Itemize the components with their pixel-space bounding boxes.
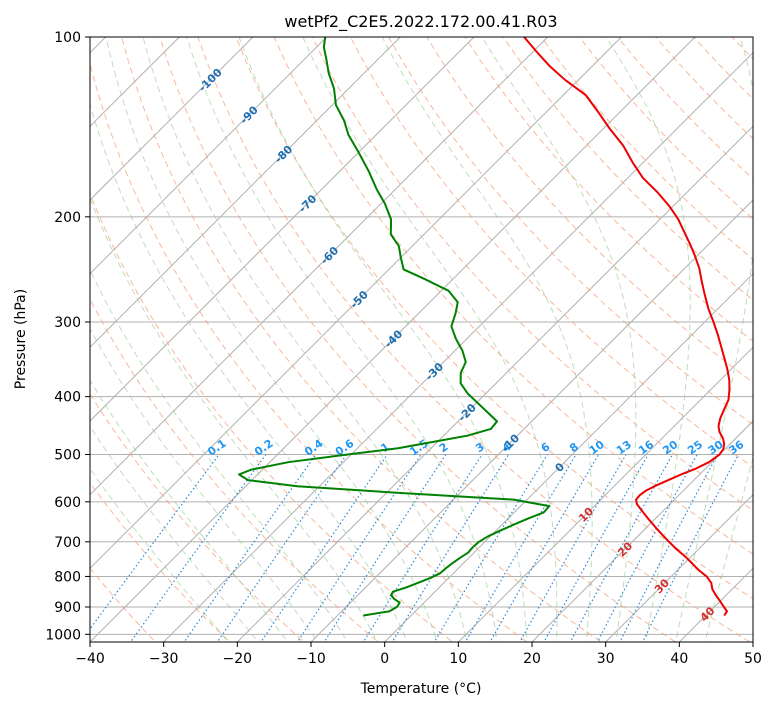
x-tick-label: 20 [523, 651, 541, 667]
x-axis-label: Temperature (°C) [360, 681, 482, 697]
dry-adiabat [197, 37, 751, 642]
moist-adiabat [381, 37, 593, 642]
moist-adiabat [90, 467, 229, 642]
mixing-ratio-line [619, 454, 719, 642]
x-tick-label: 40 [670, 651, 688, 667]
y-tick-label: 200 [54, 210, 81, 226]
dry-adiabat [350, 37, 753, 468]
dewpoint-profile-line [238, 37, 551, 617]
background-lines [90, 37, 753, 642]
dry-adiabat [388, 37, 753, 426]
isotherm-gridline [90, 37, 696, 642]
moist-adiabat [90, 379, 289, 642]
dry-adiabat [90, 297, 380, 642]
moist-adiabat [105, 37, 438, 642]
moist-adiabat [238, 37, 528, 642]
moist-adiabat [142, 37, 468, 642]
moist-adiabat [90, 102, 408, 642]
dry-adiabat [90, 62, 528, 642]
isotherm-gridline [90, 37, 401, 349]
mixing-ratio-line [323, 454, 447, 642]
mixing-ratio-line [596, 454, 698, 642]
chart-title: wetPf2_C2E5.2022.172.00.41.R03 [284, 12, 557, 32]
y-axis-label: Pressure (hPa) [13, 289, 29, 389]
moist-adiabat [186, 37, 498, 642]
temperature-profile-line [523, 37, 731, 617]
moist-adiabat [674, 37, 753, 642]
mixing-ratio-line [391, 454, 510, 642]
isotherm-gridline [90, 37, 475, 422]
moist-adiabat [302, 37, 558, 642]
dry-adiabat [121, 37, 603, 642]
x-axis: −40 −30 −20 −10 0 10 20 30 40 50 [75, 642, 762, 667]
dry-adiabat [90, 192, 454, 642]
dry-adiabat [426, 37, 753, 384]
moist-adiabat [605, 37, 691, 642]
mixing-ratio-line [362, 454, 483, 642]
isotherm-gridline [605, 493, 753, 642]
mixing-ratio-line [464, 454, 577, 642]
isotherm-gridline [310, 199, 753, 642]
isotherm-gridline [90, 37, 254, 201]
dry-adiabat [311, 37, 753, 511]
mixing-ratio-line [90, 454, 220, 630]
isotherm-gridline [163, 51, 753, 642]
x-tick-label: −30 [149, 651, 179, 667]
mixing-ratio-line [569, 454, 673, 642]
moist-adiabat [704, 456, 753, 642]
x-tick-label: −10 [296, 651, 326, 667]
isotherm-gridline [236, 125, 753, 642]
y-tick-label: 800 [54, 569, 81, 585]
y-tick-label: 700 [54, 535, 81, 551]
mixing-ratio-line [183, 454, 317, 642]
dry-adiabat [235, 37, 753, 600]
x-tick-label: −40 [75, 651, 105, 667]
moist-adiabat [90, 268, 348, 642]
mixing-ratio-line [433, 454, 548, 642]
profile-series [238, 37, 731, 617]
mixing-ratio-line [216, 454, 348, 642]
y-axis: 1000 900 800 700 600 500 400 300 200 100 [45, 30, 90, 643]
moist-adiabat [90, 197, 378, 642]
isotherm-gridline [384, 272, 753, 642]
dry-adiabat [502, 37, 753, 301]
x-tick-label: 50 [744, 651, 762, 667]
dry-adiabat [90, 392, 305, 642]
dry-adiabat [159, 37, 677, 642]
moist-adiabat [481, 37, 637, 642]
isotherm-gridline [457, 346, 753, 642]
isotherm-gridline [90, 37, 622, 570]
mixing-ratio-line [296, 454, 422, 642]
x-tick-label: 10 [449, 651, 467, 667]
y-tick-label: 900 [54, 600, 81, 616]
mixing-ratio-line [260, 454, 388, 642]
mixing-ratio-line [129, 454, 267, 642]
isotherm-gridline [531, 420, 753, 642]
moist-adiabat [90, 425, 259, 642]
x-tick-label: 30 [597, 651, 615, 667]
dry-adiabat [90, 481, 231, 642]
y-tick-label: 300 [54, 315, 81, 331]
isotherm-gridline [90, 37, 549, 496]
dry-adiabat [464, 37, 753, 342]
x-tick-label: −20 [223, 651, 253, 667]
y-tick-label: 100 [54, 30, 81, 46]
x-tick-label: 0 [380, 651, 389, 667]
y-tick-label: 1000 [45, 627, 81, 643]
plot-frame [89, 36, 754, 643]
y-tick-label: 500 [54, 448, 81, 464]
y-tick-label: 600 [54, 495, 81, 511]
y-tick-label: 400 [54, 390, 81, 406]
